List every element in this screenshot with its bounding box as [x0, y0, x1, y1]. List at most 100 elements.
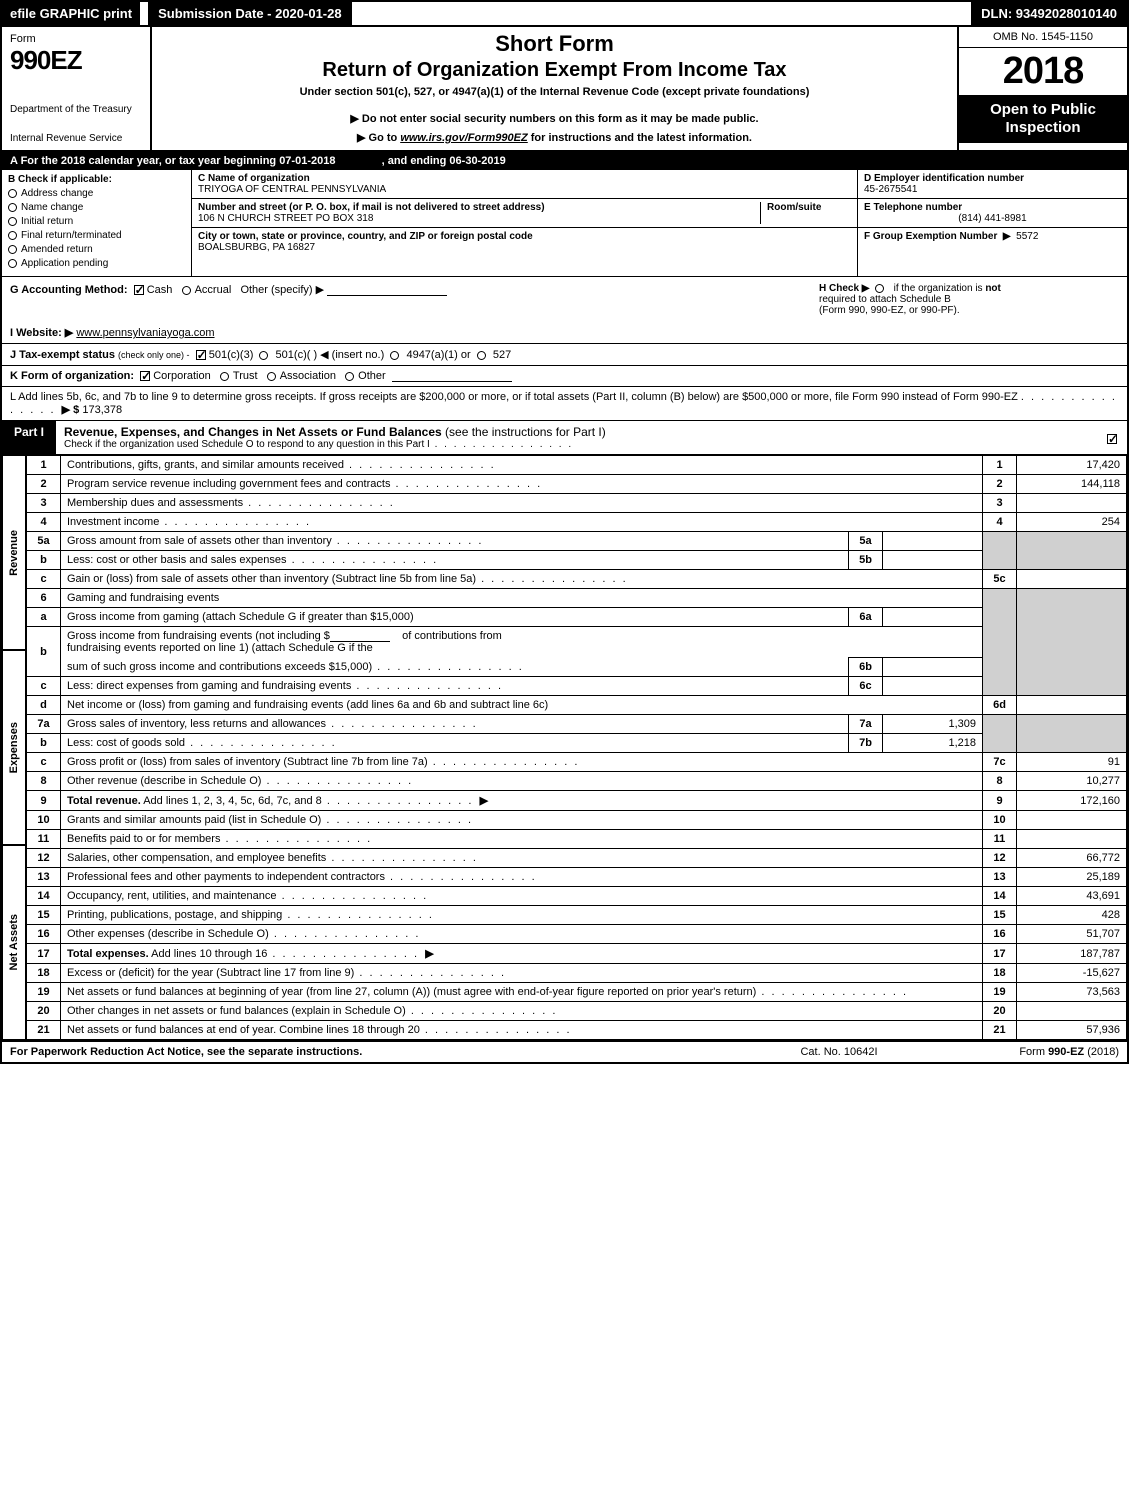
k-assoc-radio[interactable] [267, 372, 276, 381]
l7b-n: b [27, 734, 61, 753]
dept-treasury: Department of the Treasury [10, 104, 142, 115]
l12-n: 12 [27, 849, 61, 868]
l5b-n: b [27, 551, 61, 570]
l6b-in: 6b [849, 658, 883, 677]
l5ab-shade [983, 532, 1017, 570]
l16-rn: 16 [983, 925, 1017, 944]
form-title: Return of Organization Exempt From Incom… [162, 59, 947, 82]
l19-rn: 19 [983, 983, 1017, 1002]
l15-n: 15 [27, 906, 61, 925]
chk-name-change-label: Name change [21, 202, 83, 213]
k-corp-check[interactable] [140, 371, 150, 381]
j-opt2: 4947(a)(1) or [406, 349, 470, 361]
l6a-in: 6a [849, 608, 883, 627]
dln-label: DLN: 93492028010140 [971, 2, 1127, 25]
chk-name-change[interactable]: Name change [8, 202, 185, 213]
l-val: 173,378 [82, 404, 122, 416]
header-center: Short Form Return of Organization Exempt… [152, 27, 957, 150]
l-text: L Add lines 5b, 6c, and 7b to line 9 to … [10, 391, 1018, 403]
l8-d: Other revenue (describe in Schedule O) [61, 772, 983, 791]
period-b: , and ending 06-30-2019 [382, 155, 506, 167]
l8-amt: 10,277 [1017, 772, 1127, 791]
l10-n: 10 [27, 811, 61, 830]
l3-n: 3 [27, 494, 61, 513]
k-other-blank[interactable] [392, 370, 512, 382]
l21-d: Net assets or fund balances at end of ye… [61, 1021, 983, 1040]
chk-application-pending[interactable]: Application pending [8, 258, 185, 269]
chk-final-return[interactable]: Final return/terminated [8, 230, 185, 241]
tax-year: 2018 [959, 48, 1127, 95]
j-527-radio[interactable] [477, 351, 486, 360]
l5a-ia [883, 532, 983, 551]
room-label: Room/suite [767, 202, 851, 213]
l6-shade [983, 589, 1017, 696]
f-arrow: ▶ [1003, 231, 1011, 242]
l4-n: 4 [27, 513, 61, 532]
l4-d: Investment income [61, 513, 983, 532]
k-trust-radio[interactable] [220, 372, 229, 381]
website-val[interactable]: www.pennsylvaniayoga.com [76, 327, 214, 339]
chk-amended-return[interactable]: Amended return [8, 244, 185, 255]
j-501c-radio[interactable] [259, 351, 268, 360]
footer-center: Cat. No. 10642I [739, 1046, 939, 1058]
l18-rn: 18 [983, 964, 1017, 983]
instructions-link[interactable]: www.irs.gov/Form990EZ [400, 132, 527, 144]
org-name: TRIYOGA OF CENTRAL PENNSYLVANIA [198, 184, 851, 195]
k-other-radio[interactable] [345, 372, 354, 381]
h-text3: (Form 990, 990-EZ, or 990-PF). [819, 305, 960, 316]
part1-schedule-o-check[interactable] [1107, 434, 1117, 444]
footer-right: Form 990-EZ (2018) [939, 1046, 1119, 1058]
h-label: H Check ▶ [819, 283, 869, 294]
l10-d: Grants and similar amounts paid (list in… [61, 811, 983, 830]
table-row: aGross income from gaming (attach Schedu… [27, 608, 1127, 627]
l2-rn: 2 [983, 475, 1017, 494]
table-row: 10Grants and similar amounts paid (list … [27, 811, 1127, 830]
part1-header: Part I Revenue, Expenses, and Changes in… [2, 421, 1127, 455]
l13-amt: 25,189 [1017, 868, 1127, 887]
block-b-label: B Check if applicable: [8, 174, 185, 185]
part1-badge: Part I [2, 421, 56, 454]
l3-amt [1017, 494, 1127, 513]
ein-val: 45-2675541 [864, 184, 1121, 195]
l21-n: 21 [27, 1021, 61, 1040]
chk-initial-return[interactable]: Initial return [8, 216, 185, 227]
row-i: I Website: ▶ www.pennsylvaniayoga.com [2, 322, 1127, 344]
l14-d: Occupancy, rent, utilities, and maintena… [61, 887, 983, 906]
h-radio[interactable] [875, 284, 884, 293]
l9-n: 9 [27, 791, 61, 811]
l21-amt: 57,936 [1017, 1021, 1127, 1040]
l12-d: Salaries, other compensation, and employ… [61, 849, 983, 868]
l3-d: Membership dues and assessments [61, 494, 983, 513]
chk-address-change[interactable]: Address change [8, 188, 185, 199]
l18-n: 18 [27, 964, 61, 983]
g-cash: Cash [147, 284, 173, 296]
j-4947-radio[interactable] [390, 351, 399, 360]
j-label: J Tax-exempt status [10, 349, 115, 361]
l6d-n: d [27, 696, 61, 715]
l12-rn: 12 [983, 849, 1017, 868]
l17-amt: 187,787 [1017, 944, 1127, 964]
table-row: 5aGross amount from sale of assets other… [27, 532, 1127, 551]
header-right: OMB No. 1545-1150 2018 Open to Public In… [957, 27, 1127, 150]
ein-row: D Employer identification number 45-2675… [858, 170, 1127, 199]
vertical-labels: Revenue Expenses Net Assets [2, 455, 26, 1040]
l4-rn: 4 [983, 513, 1017, 532]
l2-d: Program service revenue including govern… [61, 475, 983, 494]
l5b-in: 5b [849, 551, 883, 570]
row-h: H Check ▶ if the organization is not req… [819, 283, 1119, 316]
l11-d: Benefits paid to or for members [61, 830, 983, 849]
l7ab-shade [983, 715, 1017, 753]
j-opt1: 501(c)( ) ◀ (insert no.) [276, 349, 385, 361]
g-cash-check[interactable] [134, 285, 144, 295]
j-501c3-check[interactable] [196, 350, 206, 360]
g-accrual-radio[interactable] [182, 286, 191, 295]
chk-initial-return-label: Initial return [21, 216, 73, 227]
g-other: Other (specify) ▶ [240, 284, 324, 296]
l6b-n: b [27, 627, 61, 677]
efile-label[interactable]: efile GRAPHIC print [2, 2, 140, 25]
l9-d: Total revenue. Add lines 1, 2, 3, 4, 5c,… [61, 791, 983, 811]
table-row: 14Occupancy, rent, utilities, and mainte… [27, 887, 1127, 906]
table-row: 16Other expenses (describe in Schedule O… [27, 925, 1127, 944]
form-990ez: efile GRAPHIC print Submission Date - 20… [0, 0, 1129, 1064]
g-other-blank[interactable] [327, 284, 447, 296]
